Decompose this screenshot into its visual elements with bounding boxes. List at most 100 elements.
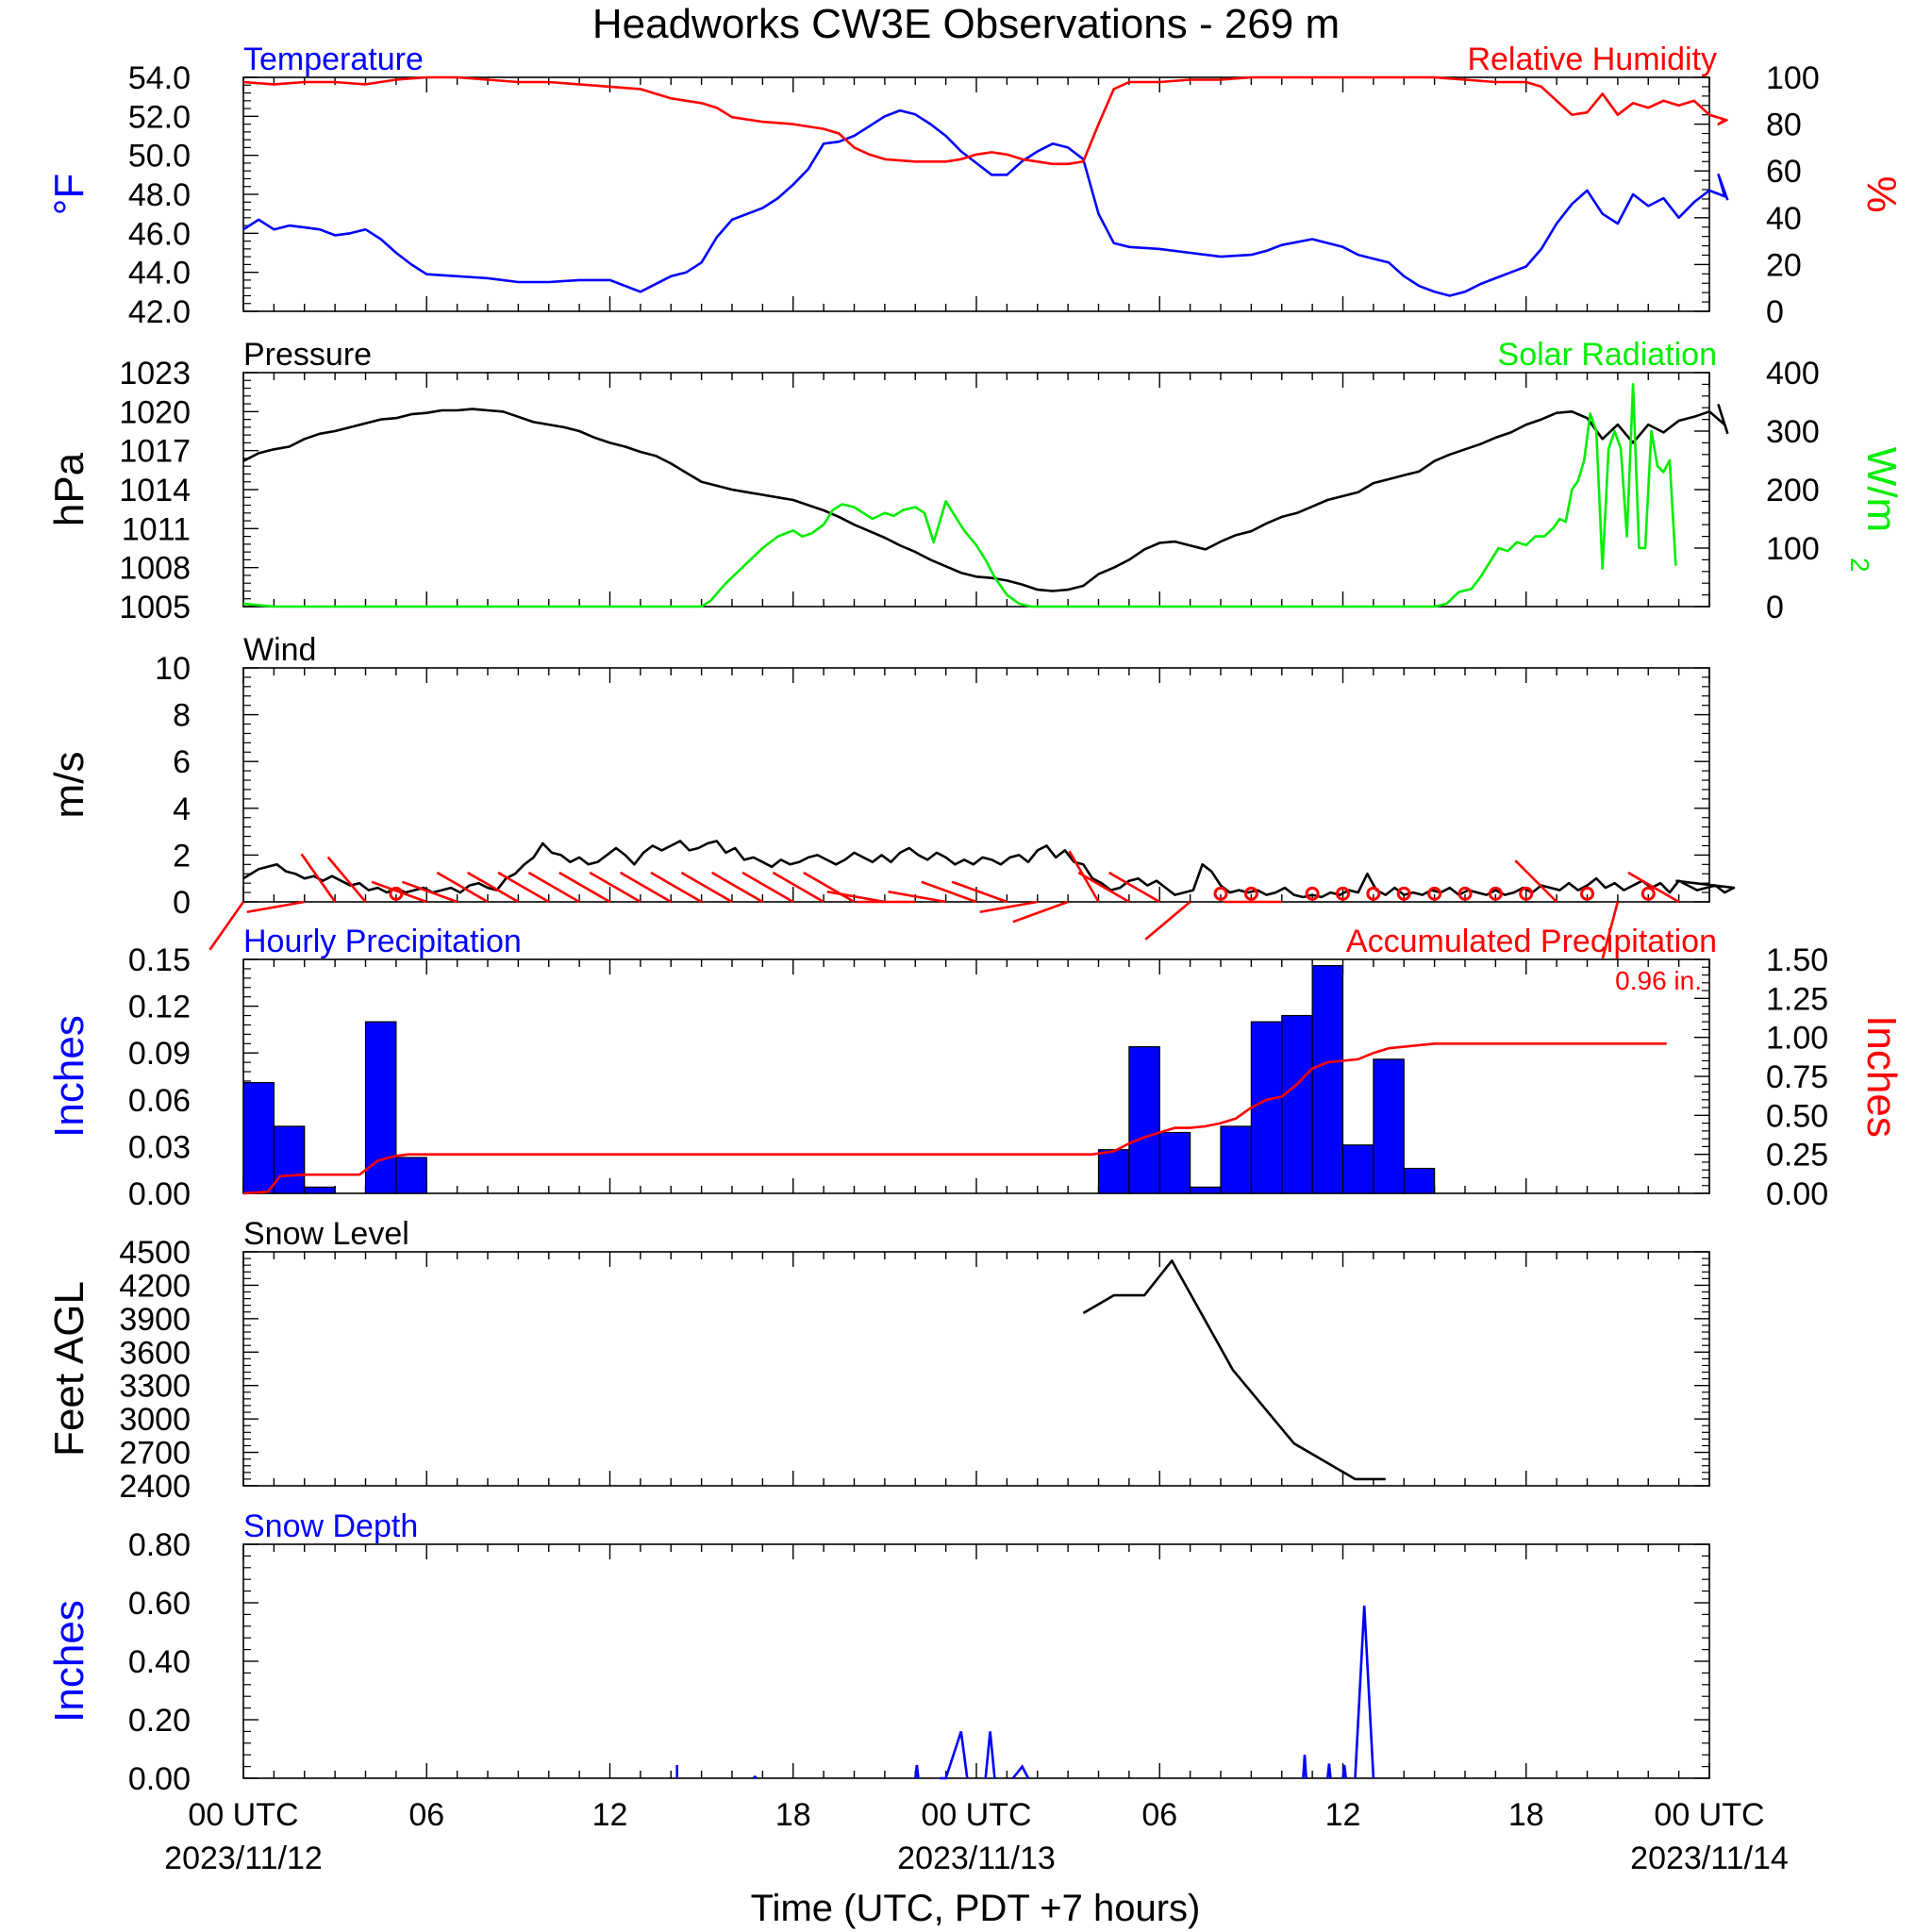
y-tick-label: 42.0 — [128, 294, 191, 330]
y-tick-label: 0.15 — [128, 942, 191, 978]
y-tick-label: 3300 — [119, 1369, 191, 1405]
precip-bar — [1220, 1125, 1252, 1194]
y-tick-label: 1014 — [119, 473, 191, 508]
y2-tick-label: 1.50 — [1766, 942, 1828, 978]
y2-tick-label: 0.50 — [1766, 1098, 1828, 1134]
x-tick-label: 12 — [592, 1797, 628, 1833]
y-axis-label: Inches — [46, 1600, 92, 1723]
y2-tick-label: 400 — [1766, 356, 1820, 391]
wind-calm-marker — [1488, 886, 1503, 901]
y-axis-label: Feet AGL — [46, 1281, 92, 1457]
wind-calm-marker — [1213, 886, 1228, 901]
panel-title-left: Pressure — [243, 337, 372, 373]
wind-barb — [711, 871, 764, 904]
panel-0: 42.044.0 46.048.050.0 52.054.0 0 20 40 60 80 100… — [46, 42, 1905, 330]
plot-frame — [242, 1251, 1710, 1487]
wind-barb — [300, 853, 337, 903]
y-tick-label: 0.06 — [128, 1083, 191, 1119]
wind-barb — [527, 871, 580, 904]
wind-barb — [467, 871, 520, 904]
y-axis-label: hPa — [46, 452, 92, 526]
wind-calm-marker — [1396, 886, 1411, 901]
y-tick-label: 48.0 — [128, 177, 191, 213]
wind-barb — [741, 871, 794, 904]
series-line-snow-depth — [1011, 1764, 1030, 1779]
y-tick-label: 3000 — [119, 1402, 191, 1438]
panel-title-left: Wind — [243, 632, 316, 668]
wind-barb — [888, 890, 946, 904]
y-tick-label: 0.00 — [128, 1761, 191, 1797]
y-tick-label: 3900 — [119, 1302, 191, 1338]
wind-barb — [1514, 859, 1558, 903]
y2-tick-label: 300 — [1766, 414, 1820, 450]
y-tick-label: 0.40 — [128, 1644, 191, 1680]
precip-bar — [242, 1082, 275, 1194]
panel-title-left: Hourly Precipitation — [243, 924, 522, 959]
wind-barb — [680, 871, 733, 904]
y2-tick-label: 1.25 — [1766, 981, 1828, 1017]
y-tick-label: 1011 — [122, 511, 191, 547]
panels: 42.044.046.048.050.052.054.0020406080100… — [46, 42, 1905, 1797]
x-tick-label: 06 — [1141, 1797, 1177, 1833]
y2-tick-label: 200 — [1766, 473, 1820, 508]
y-tick-label: 4 — [173, 791, 191, 827]
y-tick-label: 10 — [155, 651, 191, 687]
precip-bar — [1097, 1149, 1130, 1194]
y2-tick-label: 40 — [1766, 201, 1802, 237]
y2-axis-label-sup: 2 — [1845, 558, 1874, 573]
wind-calm-marker — [1243, 886, 1258, 901]
wind-barb — [921, 880, 977, 904]
x-tick-label: 00 UTC — [188, 1797, 298, 1833]
y-tick-label: 2 — [173, 838, 191, 874]
y-tick-label: 2400 — [119, 1469, 191, 1505]
plot-frame — [242, 667, 1710, 903]
y-axis-label: Inches — [46, 1015, 92, 1138]
precip-bar — [304, 1186, 336, 1194]
x-tick-label: 00 UTC — [1654, 1797, 1764, 1833]
panel-title-right: Relative Humidity — [1467, 42, 1717, 77]
wind-barb — [1012, 900, 1069, 924]
plot-frame — [242, 958, 1710, 1194]
wind-barb — [772, 871, 824, 904]
wind-calm-marker — [1519, 886, 1534, 901]
series-line-snow-depth — [752, 1774, 758, 1779]
y-axis-label: m/s — [46, 752, 92, 819]
series-line-relative-humidity — [242, 75, 1728, 166]
series-line-snow-level — [1082, 1259, 1386, 1481]
y-tick-label: 1017 — [119, 434, 191, 470]
wind-calm-marker — [1427, 886, 1442, 901]
y2-tick-label: 100 — [1766, 531, 1820, 567]
y-tick-label: 50.0 — [128, 139, 191, 175]
y-tick-label: 3600 — [119, 1335, 191, 1371]
y2-tick-label: 0.00 — [1766, 1176, 1828, 1212]
y-tick-label: 1008 — [119, 551, 191, 587]
series-line-snow-depth — [1354, 1606, 1375, 1779]
y-tick-label: 2700 — [119, 1436, 191, 1472]
y2-axis-label: % — [1858, 175, 1905, 212]
wind-calm-marker — [1457, 886, 1473, 901]
series-line-snow-depth — [914, 1764, 920, 1779]
wind-barb — [558, 871, 611, 904]
wind-barb — [1108, 871, 1160, 904]
precip-bar — [1403, 1167, 1436, 1194]
precip-bar — [273, 1125, 306, 1194]
y2-tick-label: 20 — [1766, 247, 1802, 283]
wind-calm-marker — [1336, 886, 1350, 901]
series-line-pressure — [242, 404, 1729, 592]
precip-bar — [1341, 1144, 1374, 1194]
y-tick-label: 6 — [173, 744, 191, 780]
x-date-label: 2023/11/13 — [897, 1840, 1056, 1876]
series-line-snow-depth — [1341, 1764, 1347, 1779]
panel-2: 0 2 4 6 8 10 Wind m/s — [46, 632, 1736, 959]
y2-tick-label: 0.25 — [1766, 1138, 1828, 1174]
x-date-label: 2023/11/14 — [1630, 1840, 1789, 1876]
wind-barb — [326, 856, 367, 903]
y-tick-label: 52.0 — [128, 99, 191, 135]
precip-bar — [395, 1157, 427, 1194]
series-line-snow-depth — [984, 1731, 996, 1779]
y-tick-label: 1023 — [119, 356, 191, 391]
precip-bar — [1311, 965, 1344, 1194]
wind-barb — [826, 890, 886, 904]
